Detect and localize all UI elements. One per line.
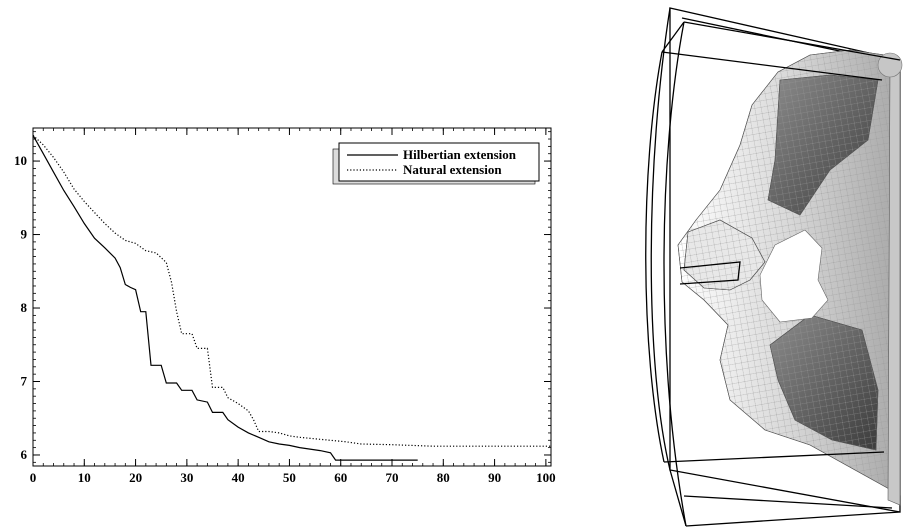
y-tick-label: 9 xyxy=(21,227,28,242)
x-tick-label: 10 xyxy=(78,470,91,485)
x-tick-label: 100 xyxy=(536,470,556,485)
x-tick-label: 80 xyxy=(437,470,450,485)
axis-tick-labels: 0 10 20 30 40 50 60 70 80 90 100 6 7 8 9 10 xyxy=(14,153,556,485)
3d-mesh-render-icon xyxy=(645,7,903,527)
x-tick-label: 50 xyxy=(283,470,296,485)
x-tick-label: 0 xyxy=(30,470,37,485)
plot-frame xyxy=(32,127,552,467)
legend-label-natural: Natural extension xyxy=(403,162,502,177)
y-tick-label: 8 xyxy=(21,300,28,315)
convergence-chart: 0 10 20 30 40 50 60 70 80 90 100 6 7 8 9 10 Hilbertian … xyxy=(14,127,556,485)
x-tick-label: 20 xyxy=(129,470,142,485)
x-tick-label: 90 xyxy=(488,470,501,485)
legend: Hilbertian extension Natural extension xyxy=(332,142,540,185)
axis-ticks xyxy=(32,128,551,466)
y-tick-label: 7 xyxy=(21,374,28,389)
x-tick-label: 30 xyxy=(180,470,193,485)
series-line-natural xyxy=(32,134,551,447)
bounding-box-front xyxy=(645,7,901,527)
x-tick-label: 40 xyxy=(232,470,245,485)
y-tick-label: 10 xyxy=(14,153,27,168)
y-tick-label: 6 xyxy=(21,447,28,462)
series-line-hilbertian xyxy=(32,135,418,461)
legend-box xyxy=(338,142,540,182)
x-tick-label: 60 xyxy=(334,470,347,485)
x-tick-label: 70 xyxy=(386,470,399,485)
series-lines xyxy=(32,134,551,461)
mesh-surface xyxy=(677,49,903,506)
legend-label-hilbertian: Hilbertian extension xyxy=(403,147,517,162)
